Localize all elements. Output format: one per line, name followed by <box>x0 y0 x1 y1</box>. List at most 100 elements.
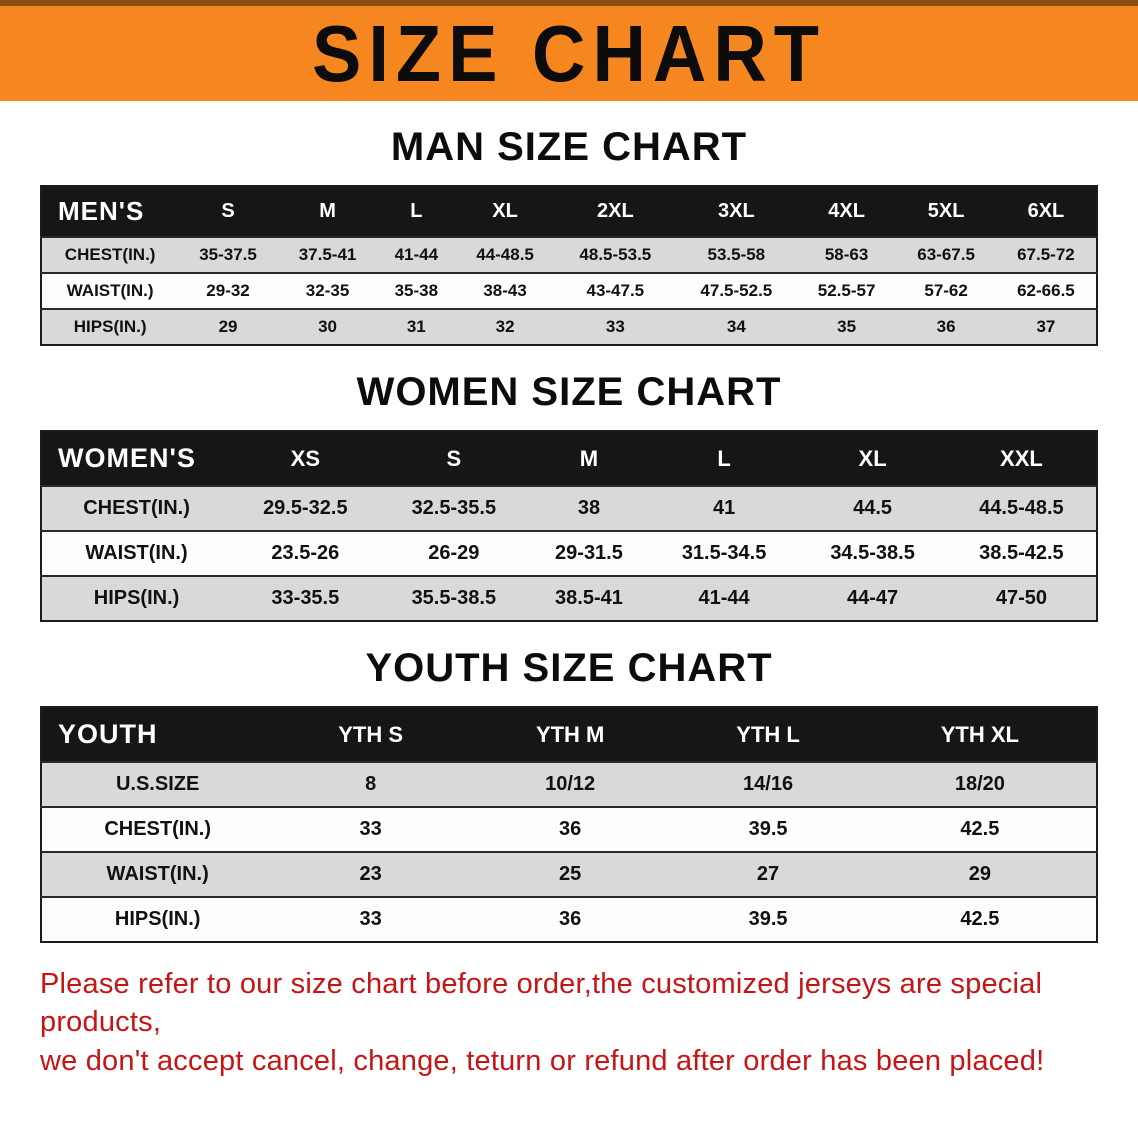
youth-size-section: YOUTH SIZE CHART YOUTH YTH S YTH M YTH L YTH… <box>0 646 1138 943</box>
women-size-section: WOMEN SIZE CHART WOMEN'S XS S M L XL XXL CHEST(… <box>0 370 1138 622</box>
value-cell: 37.5-41 <box>277 236 378 273</box>
table-row: CHEST(IN.) 33 36 39.5 42.5 <box>41 806 1097 852</box>
value-cell: 14/16 <box>672 761 864 807</box>
table-row: WAIST(IN.) 29-32 32-35 35-38 38-43 43-47.5 47.… <box>41 272 1097 309</box>
value-cell: 43-47.5 <box>554 272 676 309</box>
row-label-cell: CHEST(IN.) <box>41 236 179 273</box>
size-header-cell: S <box>178 186 278 237</box>
table-row: HIPS(IN.) 33-35.5 35.5-38.5 38.5-41 41-44 44-… <box>41 575 1097 621</box>
value-cell: 29 <box>178 308 278 345</box>
value-cell: 47.5-52.5 <box>675 272 797 309</box>
table-header-row: YOUTH YTH S YTH M YTH L YTH XL <box>41 707 1097 762</box>
size-header-cell: 2XL <box>554 186 676 237</box>
row-label-cell: WAIST(IN.) <box>41 530 232 576</box>
value-cell: 44.5 <box>798 485 947 531</box>
value-cell: 33 <box>554 308 676 345</box>
value-cell: 41-44 <box>377 236 456 273</box>
value-cell: 42.5 <box>863 896 1097 942</box>
table-row: CHEST(IN.) 29.5-32.5 32.5-35.5 38 41 44.5 44.5… <box>41 485 1097 531</box>
footer-notice: Please refer to our size chart before or… <box>40 965 1098 1080</box>
value-cell: 33 <box>273 896 468 942</box>
size-header-cell: 6XL <box>995 186 1097 237</box>
youth-section-heading: YOUTH SIZE CHART <box>365 646 773 690</box>
row-label-cell: CHEST(IN.) <box>41 806 274 852</box>
value-cell: 35 <box>796 308 897 345</box>
size-header-cell: XS <box>231 431 380 486</box>
size-header-cell: M <box>528 431 650 486</box>
row-label-cell: HIPS(IN.) <box>41 896 274 942</box>
value-cell: 29 <box>863 851 1097 897</box>
value-cell: 23.5-26 <box>231 530 380 576</box>
table-row: WAIST(IN.) 23 25 27 29 <box>41 851 1097 897</box>
table-header-row: MEN'S S M L XL 2XL 3XL 4XL 5XL 6XL <box>41 186 1097 237</box>
notice-line-1: Please refer to our size chart before or… <box>40 968 1043 1039</box>
value-cell: 35.5-38.5 <box>379 575 529 621</box>
men-size-section: MAN SIZE CHART MEN'S S M L XL 2XL 3XL 4XL 5XL 6XL… <box>0 125 1138 346</box>
value-cell: 44-47 <box>798 575 947 621</box>
row-label-cell: WAIST(IN.) <box>41 272 179 309</box>
value-cell: 34.5-38.5 <box>798 530 947 576</box>
value-cell: 36 <box>467 806 673 852</box>
row-label-cell: HIPS(IN.) <box>41 308 179 345</box>
value-cell: 31.5-34.5 <box>649 530 799 576</box>
value-cell: 32 <box>455 308 555 345</box>
value-cell: 44-48.5 <box>455 236 555 273</box>
table-row: HIPS(IN.) 29 30 31 32 33 34 35 36 37 <box>41 308 1097 345</box>
value-cell: 29-32 <box>178 272 278 309</box>
value-cell: 18/20 <box>863 761 1097 807</box>
banner: SIZE CHART <box>0 0 1138 101</box>
notice-line-2: we don't accept cancel, change, teturn o… <box>40 1044 1045 1077</box>
table-row: HIPS(IN.) 33 36 39.5 42.5 <box>41 896 1097 942</box>
size-header-cell: 3XL <box>675 186 797 237</box>
value-cell: 33 <box>273 806 468 852</box>
value-cell: 32-35 <box>277 272 378 309</box>
table-row: U.S.SIZE 8 10/12 14/16 18/20 <box>41 761 1097 807</box>
value-cell: 38.5-41 <box>528 575 650 621</box>
value-cell: 57-62 <box>896 272 996 309</box>
size-header-cell: 5XL <box>896 186 996 237</box>
size-header-cell: L <box>649 431 799 486</box>
value-cell: 36 <box>896 308 996 345</box>
value-cell: 41 <box>649 485 799 531</box>
youth-size-table: YOUTH YTH S YTH M YTH L YTH XL U.S.SIZE 8 10/12… <box>40 706 1098 943</box>
value-cell: 42.5 <box>863 806 1097 852</box>
size-header-cell: S <box>379 431 529 486</box>
value-cell: 44.5-48.5 <box>946 485 1097 531</box>
value-cell: 35-38 <box>377 272 456 309</box>
value-cell: 32.5-35.5 <box>379 485 529 531</box>
size-header-cell: XXL <box>946 431 1097 486</box>
men-section-heading: MAN SIZE CHART <box>390 125 748 169</box>
value-cell: 38.5-42.5 <box>946 530 1097 576</box>
value-cell: 39.5 <box>672 806 864 852</box>
size-header-cell: XL <box>798 431 947 486</box>
row-label-cell: HIPS(IN.) <box>41 575 232 621</box>
size-chart-page: SIZE CHART MAN SIZE CHART MEN'S S M L XL 2XL 3… <box>0 0 1138 1080</box>
women-size-table: WOMEN'S XS S M L XL XXL CHEST(IN.) 29.5-32.5 32.5… <box>40 430 1098 622</box>
value-cell: 23 <box>273 851 468 897</box>
value-cell: 37 <box>995 308 1097 345</box>
value-cell: 39.5 <box>672 896 864 942</box>
table-row: WAIST(IN.) 23.5-26 26-29 29-31.5 31.5-34.5 34… <box>41 530 1097 576</box>
value-cell: 29.5-32.5 <box>231 485 380 531</box>
table-title-cell: WOMEN'S <box>41 431 232 486</box>
value-cell: 25 <box>467 851 673 897</box>
value-cell: 58-63 <box>796 236 897 273</box>
size-header-cell: YTH S <box>273 707 468 762</box>
men-size-table: MEN'S S M L XL 2XL 3XL 4XL 5XL 6XL CHEST(IN.) 35-37… <box>40 185 1098 346</box>
row-label-cell: CHEST(IN.) <box>41 485 232 531</box>
size-header-cell: XL <box>455 186 555 237</box>
value-cell: 63-67.5 <box>896 236 996 273</box>
size-header-cell: M <box>277 186 378 237</box>
row-label-cell: WAIST(IN.) <box>41 851 274 897</box>
page-title: SIZE CHART <box>312 8 826 98</box>
women-section-heading: WOMEN SIZE CHART <box>356 370 782 414</box>
value-cell: 26-29 <box>379 530 529 576</box>
row-label-cell: U.S.SIZE <box>41 761 274 807</box>
value-cell: 47-50 <box>946 575 1097 621</box>
table-title-cell: MEN'S <box>41 186 179 237</box>
size-header-cell: L <box>377 186 456 237</box>
table-header-row: WOMEN'S XS S M L XL XXL <box>41 431 1097 486</box>
value-cell: 38 <box>528 485 650 531</box>
value-cell: 29-31.5 <box>528 530 650 576</box>
size-header-cell: YTH L <box>672 707 864 762</box>
